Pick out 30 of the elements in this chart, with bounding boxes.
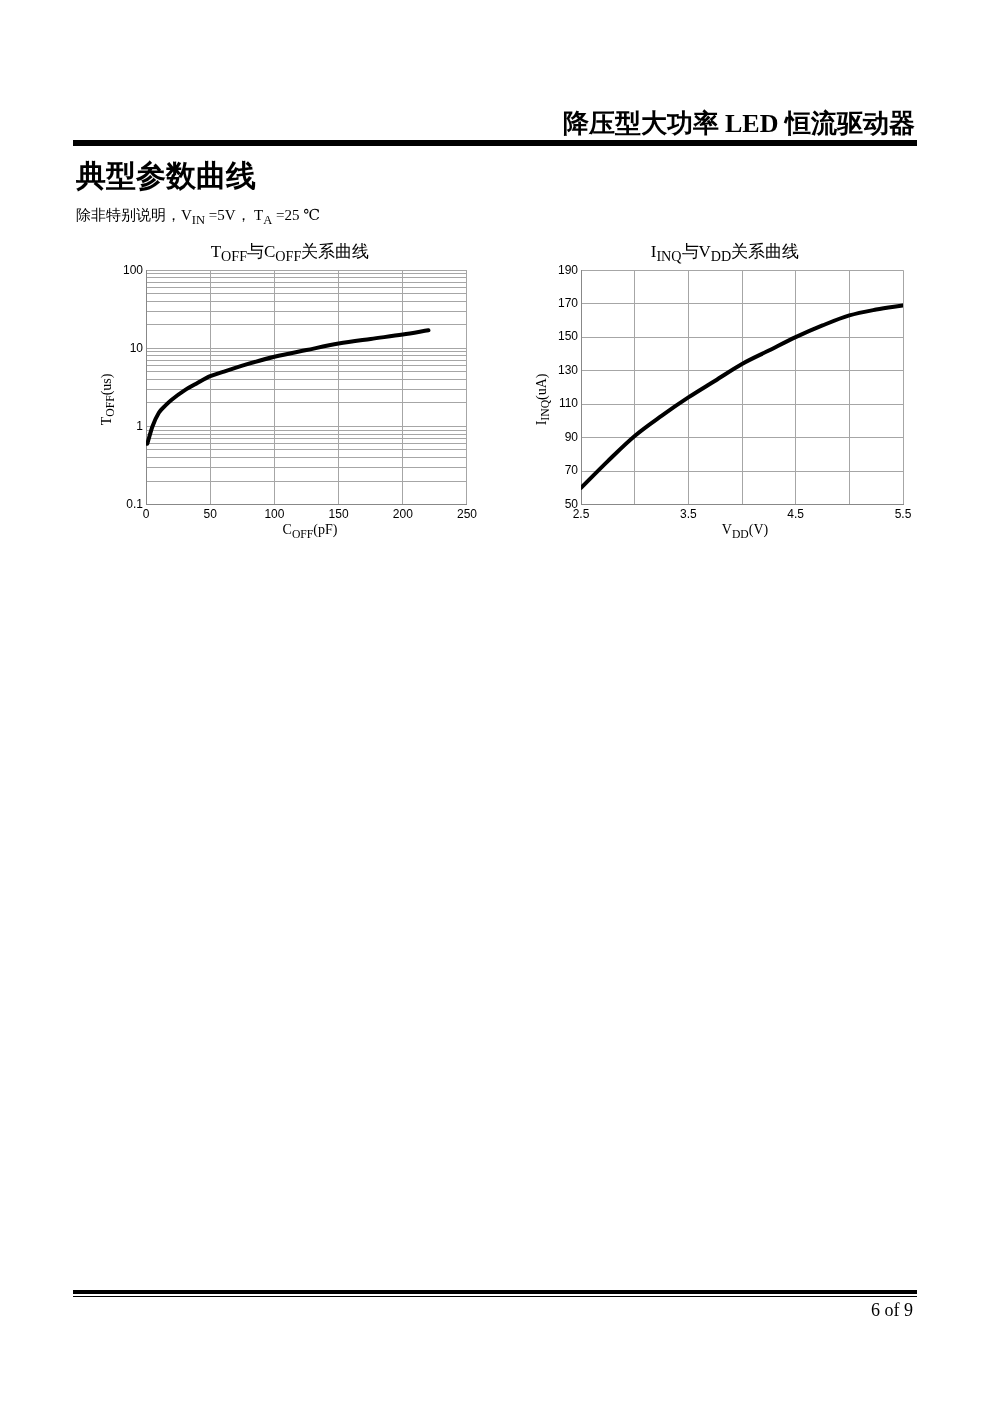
text: 6 of 9	[871, 1300, 913, 1321]
y-tick-label: 100	[122, 262, 144, 277]
x-tick-label: 50	[203, 507, 218, 522]
y-tick-label: 190	[557, 262, 579, 277]
y-tick-label: 70	[564, 463, 579, 478]
y-tick-label: 170	[557, 296, 579, 310]
x-axis-title: V$_{DD}$(V)	[720, 522, 770, 541]
y-tick-label: 10	[129, 340, 144, 355]
y-tick-label: 110	[558, 396, 579, 411]
x-tick-label: 4.5	[787, 507, 805, 522]
chart-title: I$_{INQ}$与V$_{DD}$关系曲线	[650, 242, 800, 265]
y-tick-label: 130	[557, 362, 579, 377]
x-tick-label: 0	[142, 507, 150, 522]
chart-title: T$_{OFF}$与C$_{OFF}$关系曲线	[210, 242, 370, 265]
line-series	[146, 328, 431, 446]
y-tick-label: 150	[557, 329, 579, 344]
y-tick-label: 90	[564, 429, 579, 444]
y-tick-label: 0.1	[126, 496, 144, 511]
x-tick-label: 150	[328, 507, 349, 522]
x-axis-title: C$_{OFF}$(pF)	[281, 522, 339, 541]
x-tick-label: 250	[456, 507, 478, 522]
x-tick-label: 3.5	[680, 507, 698, 522]
text: 除非特别说明，V$_{IN}$ =5V， T$_{A}$ =25 ℃	[76, 206, 321, 228]
x-tick-label: 5.5	[894, 507, 912, 522]
line-series	[581, 303, 903, 490]
x-tick-label: 200	[392, 507, 414, 522]
text: 降压型大功率 LED 恒流驱动器	[562, 108, 915, 140]
text: 典型参数曲线	[76, 158, 256, 194]
x-tick-label: 100	[264, 507, 285, 522]
y-tick-label: 1	[136, 418, 144, 433]
